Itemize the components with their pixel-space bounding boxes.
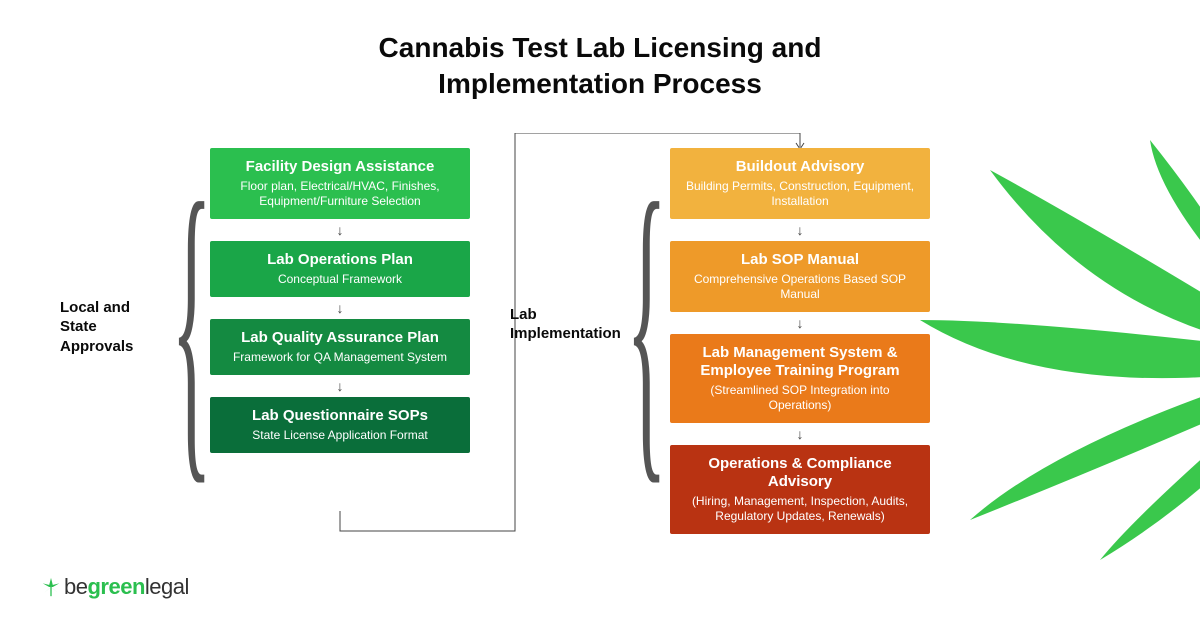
right-column: Buildout Advisory Building Permits, Cons… [670, 148, 930, 534]
logo-green: green [87, 574, 144, 599]
arrow-down-icon: ↓ [797, 223, 804, 237]
box-sub: (Hiring, Management, Inspection, Audits,… [684, 494, 916, 524]
box-title: Operations & Compliance Advisory [684, 455, 916, 491]
logo-text: begreenlegal [64, 574, 189, 600]
logo-legal: legal [145, 574, 189, 599]
arrow-down-icon: ↓ [797, 316, 804, 330]
right-brace: { [626, 153, 667, 493]
box-buildout: Buildout Advisory Building Permits, Cons… [670, 148, 930, 219]
box-title: Lab Management System & Employee Trainin… [684, 344, 916, 380]
box-sub: Comprehensive Operations Based SOP Manua… [684, 272, 916, 302]
box-ops-compliance: Operations & Compliance Advisory (Hiring… [670, 445, 930, 534]
logo-leaf-icon [40, 576, 62, 598]
box-sub: (Streamlined SOP Integration into Operat… [684, 383, 916, 413]
box-sop-manual: Lab SOP Manual Comprehensive Operations … [670, 241, 930, 312]
leaf-decoration-icon [900, 140, 1200, 560]
box-sub: Building Permits, Construction, Equipmen… [684, 179, 916, 209]
brand-logo: begreenlegal [40, 574, 189, 600]
box-title: Buildout Advisory [684, 158, 916, 176]
title-line-1: Cannabis Test Lab Licensing and [379, 32, 822, 63]
page-title: Cannabis Test Lab Licensing and Implemen… [0, 0, 1200, 103]
arrow-down-icon: ↓ [797, 427, 804, 441]
right-section-label: Lab Implementation [510, 305, 640, 344]
box-lms-training: Lab Management System & Employee Trainin… [670, 334, 930, 423]
title-line-2: Implementation Process [438, 68, 762, 99]
box-title: Lab SOP Manual [684, 251, 916, 269]
logo-be: be [64, 574, 87, 599]
